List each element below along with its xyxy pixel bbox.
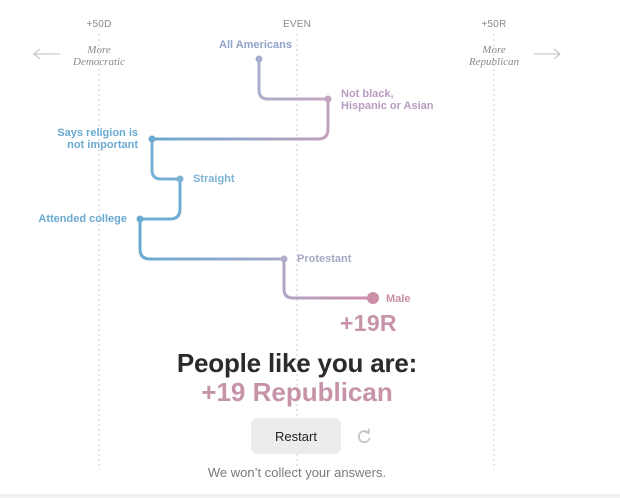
restart-icon[interactable]: [356, 428, 373, 445]
final-lean-value: +19R: [340, 310, 397, 336]
node-label-protestant: Protestant: [297, 253, 352, 265]
node-not-black-hispanic-asian: [324, 95, 332, 103]
node-attended-college: [136, 215, 144, 223]
node-label-all-americans: All Americans: [219, 39, 292, 51]
path-segment-4: [138, 177, 182, 221]
node-protestant: [280, 255, 288, 263]
axis-direction-democratic: More Democratic: [73, 44, 125, 68]
node-label-attended-college: Attended college: [38, 213, 127, 225]
result-value: +19 Republican: [201, 377, 393, 407]
node-religion-not-important: [148, 135, 156, 143]
path-segment-3: [150, 137, 182, 181]
arrow-left-icon: [33, 48, 60, 60]
disclaimer-text: We won’t collect your answers.: [207, 465, 387, 480]
restart-button[interactable]: Restart: [251, 418, 341, 454]
node-label-male: Male: [386, 293, 411, 305]
axis-direction-republican: More Republican: [468, 44, 520, 68]
path-segment-1: [257, 57, 330, 101]
path-segment-6: [282, 257, 375, 300]
node-label-religion-not-important: Says religion is not important: [57, 127, 138, 151]
node-male-final: [367, 292, 379, 304]
node-straight: [176, 175, 184, 183]
footer-divider: [0, 494, 620, 498]
node-label-not-black-hispanic-asian: Not black, Hispanic or Asian: [341, 88, 434, 112]
axis-tick-even: EVEN: [282, 19, 312, 30]
axis-tick-democratic: +50D: [86, 19, 112, 30]
path-segment-2: [150, 97, 330, 141]
arrow-right-icon: [534, 48, 561, 60]
path-segment-5: [138, 217, 286, 261]
axis-tick-republican: +50R: [481, 19, 507, 30]
node-label-straight: Straight: [193, 173, 235, 185]
node-all-americans: [255, 55, 263, 63]
result-heading: People like you are:: [176, 348, 418, 378]
